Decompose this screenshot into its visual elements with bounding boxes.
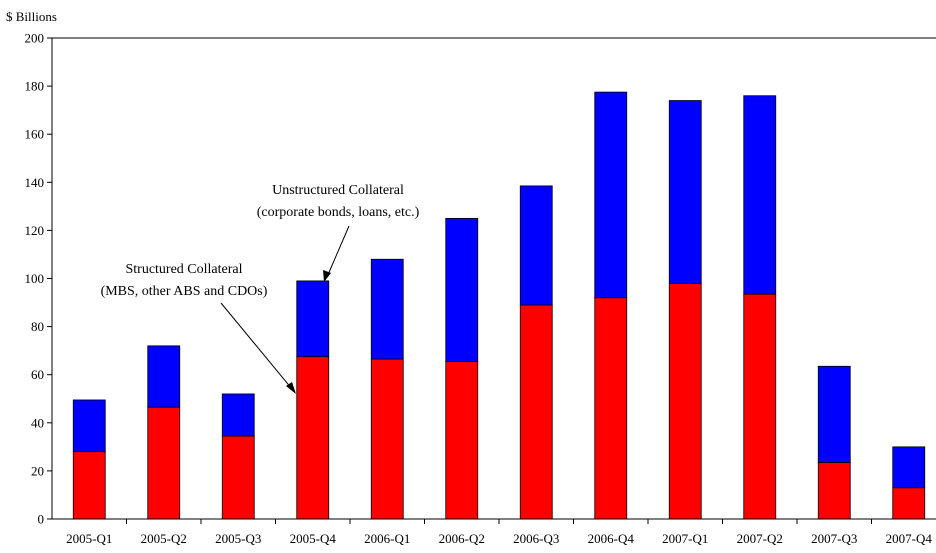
annotation-structured-arrow: [220, 302, 293, 390]
x-tick-label: 2006-Q4: [588, 531, 635, 546]
y-tick-label: 200: [25, 31, 45, 46]
y-tick-label: 120: [25, 223, 45, 238]
annotation-unstructured-arrowhead: [323, 270, 331, 282]
annotation-structured: Structured Collateral (MBS, other ABS an…: [101, 262, 296, 394]
bar-segment-unstructured: [594, 91, 628, 299]
bar-segment-structured: [668, 282, 702, 520]
annotation-unstructured-arrow: [326, 225, 350, 278]
bar-segment-structured: [519, 304, 553, 520]
bar-segment-unstructured: [370, 258, 404, 360]
y-unit-label: $ Billions: [6, 9, 57, 24]
x-tick-label: 2007-Q1: [662, 531, 708, 546]
y-tick-label: 80: [31, 319, 44, 334]
x-tick-label: 2007-Q2: [737, 531, 783, 546]
x-tick-label: 2007-Q4: [886, 531, 933, 546]
bar-segment-structured: [147, 406, 181, 520]
x-tick-label: 2005-Q3: [215, 531, 261, 546]
x-tick-label: 2006-Q3: [513, 531, 559, 546]
y-tick-label: 100: [25, 271, 45, 286]
bar-segment-structured: [370, 358, 404, 520]
bar-segment-unstructured: [147, 345, 181, 408]
x-axis-labels: 2005-Q1 2005-Q2 2005-Q3 2005-Q4 2006-Q1 2006-…: [66, 519, 933, 546]
bar-segment-structured: [445, 361, 479, 520]
bar-segment-structured: [743, 293, 777, 520]
bar-segment-unstructured: [72, 399, 106, 453]
bar-segment-unstructured: [296, 280, 330, 358]
annotation-structured-arrowhead: [286, 382, 296, 394]
annotation-structured-line1: Structured Collateral: [125, 262, 242, 277]
y-tick-label: 0: [38, 512, 45, 527]
y-axis-ticks: 0 20 40 60 80 100 120 140 160 180 200: [25, 31, 52, 527]
bar-segment-unstructured: [817, 365, 851, 463]
bar-segment-structured: [296, 356, 330, 520]
x-tick-label: 2005-Q1: [66, 531, 112, 546]
annotation-unstructured: Unstructured Collateral (corporate bonds…: [257, 183, 420, 282]
y-tick-label: 160: [25, 127, 45, 142]
bar-segment-structured: [221, 435, 255, 520]
y-tick-label: 20: [31, 463, 44, 478]
bar-segment-structured: [892, 487, 926, 520]
bar-segment-unstructured: [743, 95, 777, 295]
y-tick-label: 180: [25, 79, 45, 94]
y-tick-label: 140: [25, 175, 45, 190]
x-tick-label: 2007-Q3: [811, 531, 857, 546]
bar-segment-structured: [817, 462, 851, 520]
bar-segment-unstructured: [668, 100, 702, 284]
annotation-structured-line2: (MBS, other ABS and CDOs): [101, 284, 268, 299]
y-tick-label: 40: [31, 415, 44, 430]
bars: [72, 91, 926, 520]
bar-segment-unstructured: [519, 185, 553, 306]
x-tick-label: 2005-Q4: [290, 531, 337, 546]
bar-segment-structured: [594, 297, 628, 520]
x-tick-label: 2006-Q2: [439, 531, 485, 546]
bar-segment-unstructured: [221, 393, 255, 437]
y-tick-label: 60: [31, 367, 44, 382]
x-tick-label: 2005-Q2: [141, 531, 187, 546]
bar-segment-structured: [72, 451, 106, 520]
bar-segment-unstructured: [892, 446, 926, 489]
annotation-unstructured-line1: Unstructured Collateral: [272, 183, 404, 198]
bar-segment-unstructured: [445, 217, 479, 362]
annotation-unstructured-line2: (corporate bonds, loans, etc.): [257, 205, 420, 220]
x-tick-label: 2006-Q1: [364, 531, 410, 546]
